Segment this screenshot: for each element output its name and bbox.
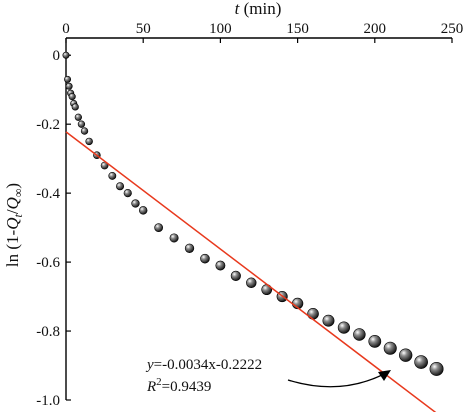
y-axis-title-s1: t: [11, 214, 25, 218]
data-point: [169, 233, 179, 243]
data-point: [108, 171, 117, 180]
y-axis-title-s2: ∞: [11, 189, 25, 198]
data-point: [131, 199, 140, 208]
y-tick-label: -0.2: [36, 117, 60, 133]
annotation-arrowhead: [378, 370, 391, 381]
data-point: [307, 308, 319, 320]
y-axis-title-slash: /: [3, 209, 22, 214]
x-tick-label: 200: [364, 21, 387, 37]
r-squared-var: R: [146, 379, 156, 395]
data-point: [68, 93, 76, 101]
data-point: [215, 260, 226, 271]
data-point: [368, 335, 382, 348]
data-point: [429, 362, 444, 376]
axes: [65, 37, 452, 400]
x-tick-label: 0: [62, 21, 70, 37]
fit-annotation: y=-0.0034x-0.2222 R2=0.9439: [145, 357, 391, 395]
data-point: [65, 82, 73, 90]
y-axis-title-prefix: ln (1-: [3, 229, 22, 267]
data-point: [71, 103, 79, 111]
fit-line-group: [65, 131, 437, 412]
x-tick-label: 150: [286, 21, 309, 37]
data-point: [353, 328, 366, 341]
data-point: [85, 137, 93, 146]
fit-r-squared: R2=0.9439: [146, 376, 211, 395]
r-squared-sup: 2: [156, 376, 162, 388]
x-tick-label: 250: [441, 21, 464, 37]
x-axis-title-var: t: [235, 0, 241, 18]
fit-equation-var: y: [145, 357, 154, 373]
x-tick-label: 50: [136, 21, 151, 37]
data-point: [154, 223, 164, 232]
y-axis-title-suffix: ): [3, 183, 22, 189]
data-point: [246, 277, 257, 289]
y-tick-label: 0: [53, 48, 61, 64]
y-tick-label: -0.8: [36, 324, 60, 340]
x-tick-group: 0 50 100 150 200 250: [62, 21, 463, 43]
data-point: [74, 113, 82, 121]
data-point: [230, 270, 241, 281]
y-tick-label: -1.0: [36, 393, 60, 409]
y-tick-group: 0 -0.2 -0.4 -0.6 -0.8 -1.0: [36, 48, 71, 409]
data-point: [123, 189, 132, 198]
data-point: [62, 51, 70, 59]
y-axis-title-q1: Q: [3, 218, 22, 230]
data-points: [62, 51, 444, 376]
data-point: [184, 243, 195, 253]
data-point: [116, 182, 125, 191]
data-point: [200, 253, 210, 264]
linear-fit-line: [65, 131, 437, 412]
y-axis-title: ln (1-Qt/Q∞): [3, 183, 25, 267]
data-point: [383, 341, 397, 355]
x-axis-title-unit: (min): [239, 0, 281, 18]
r-squared-value: =0.9439: [162, 379, 212, 395]
y-tick-label: -0.6: [36, 255, 60, 271]
x-tick-label: 100: [209, 21, 232, 37]
data-point: [399, 348, 413, 362]
x-axis-title: t (min): [235, 0, 282, 18]
annotation-arrow: [287, 373, 385, 388]
data-point: [337, 321, 351, 334]
data-point: [414, 355, 428, 369]
data-point: [322, 314, 335, 327]
data-point: [64, 75, 72, 83]
data-point: [77, 120, 86, 128]
fit-equation: y=-0.0034x-0.2222: [145, 357, 262, 373]
y-axis-title-q2: Q: [3, 197, 22, 209]
data-point: [80, 127, 89, 135]
data-point: [138, 206, 148, 215]
y-tick-label: -0.4: [36, 186, 60, 202]
fit-equation-text: =-0.0034x-0.2222: [154, 357, 262, 373]
